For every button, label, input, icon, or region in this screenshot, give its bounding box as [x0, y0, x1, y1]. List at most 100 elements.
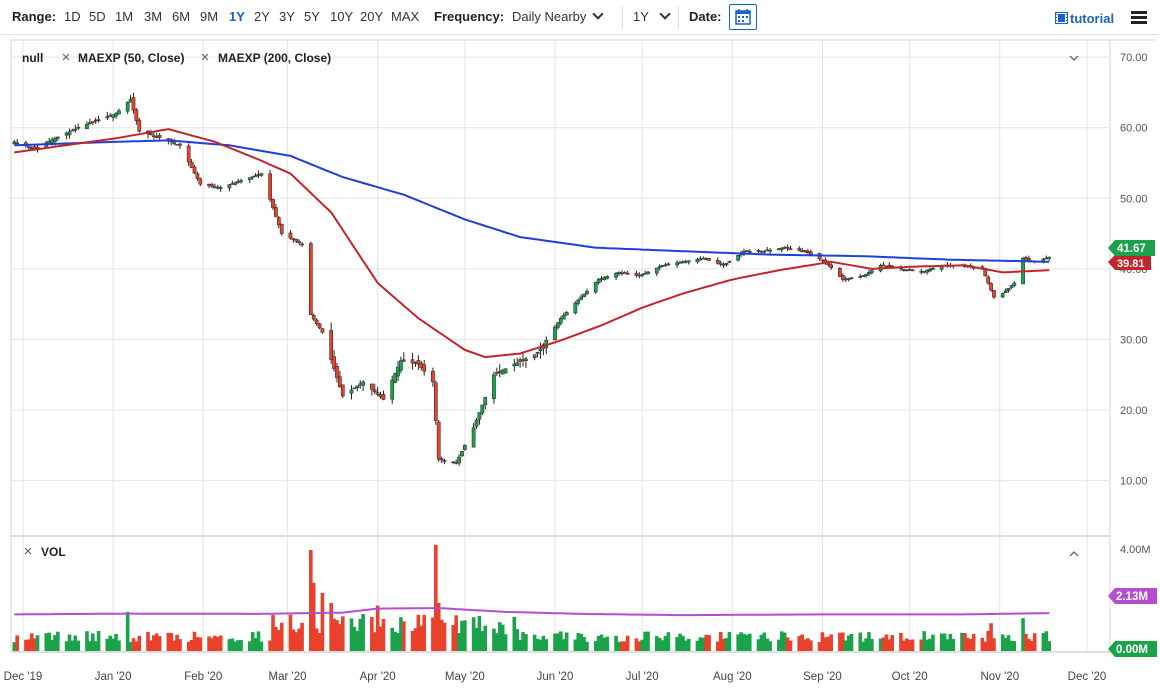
candle-down: [992, 290, 996, 298]
tutorial-link[interactable]: tutorial: [1055, 11, 1114, 26]
volume-bar-up: [125, 611, 130, 651]
volume-bar-up: [762, 632, 767, 651]
remove-ma200-icon[interactable]: [201, 53, 209, 61]
volume-bar-down: [800, 634, 804, 651]
volume-bar-up: [114, 633, 118, 651]
candle-down: [335, 365, 339, 378]
candle-down: [340, 384, 345, 397]
hamburger-menu-icon[interactable]: [1131, 11, 1147, 24]
remove-ma50-icon[interactable]: [62, 53, 70, 61]
volume-bar-down: [335, 620, 339, 651]
volume-bar-up: [538, 639, 543, 651]
volume-bar-up: [105, 638, 110, 651]
expand-vol-pane-icon[interactable]: [1069, 551, 1079, 557]
volume-bar-up: [117, 640, 121, 651]
volume-bar-up: [939, 633, 944, 651]
range-9m[interactable]: 9M: [200, 9, 219, 24]
volume-bar-up: [849, 634, 854, 651]
range-1d[interactable]: 1D: [64, 9, 81, 24]
volume-bar-up: [471, 617, 476, 651]
candle-up: [788, 248, 793, 250]
candle-up: [355, 385, 360, 389]
volume-bar-up: [654, 636, 659, 651]
volume-bar-down: [966, 637, 970, 651]
ma50-badge-value: 39.81: [1117, 258, 1145, 270]
volume-bar-down: [340, 616, 345, 651]
candle-down: [329, 330, 334, 360]
candle-up: [15, 142, 20, 145]
volume-bar-up: [870, 638, 874, 651]
volume-bar-down: [186, 641, 191, 651]
volume-bar-up: [684, 640, 688, 651]
volume-bar-up: [477, 615, 482, 651]
range-3y[interactable]: 3Y: [279, 9, 295, 24]
volume-bar-down: [625, 635, 630, 651]
volume-zero-badge-value: 0.00M: [1116, 644, 1148, 656]
volume-bar-down: [785, 637, 790, 651]
range-5d[interactable]: 5D: [89, 9, 106, 24]
volume-bar-up: [233, 641, 238, 651]
range-3m[interactable]: 3M: [144, 9, 163, 24]
volume-bar-down: [820, 632, 825, 651]
volume-bar-up: [768, 641, 772, 651]
time-tick-label: Dec '20: [1068, 671, 1107, 683]
volume-bar-down: [309, 550, 313, 651]
volume-bar-up: [843, 640, 848, 651]
candle-up: [605, 276, 610, 279]
volume-bar-up: [686, 638, 691, 651]
candle-up: [654, 267, 659, 274]
collapse-price-pane-icon[interactable]: [1069, 55, 1079, 61]
candle-down: [308, 243, 313, 315]
volume-bar-down: [715, 641, 720, 651]
candle-up: [218, 187, 223, 189]
candle-up: [695, 259, 700, 263]
range-10y[interactable]: 10Y: [330, 9, 354, 24]
candle-up: [1012, 282, 1017, 286]
period-select[interactable]: 1Y: [633, 8, 671, 24]
range-1m[interactable]: 1M: [115, 9, 134, 24]
candle-down: [332, 356, 336, 369]
candle-up: [1003, 290, 1008, 294]
volume-bar-down: [809, 640, 813, 651]
volume-bar-down: [431, 617, 435, 651]
range-2y[interactable]: 2Y: [254, 9, 270, 24]
range-1y[interactable]: 1Y: [229, 9, 245, 24]
volume-bar-down: [317, 633, 322, 651]
candle-up: [85, 124, 89, 130]
volume-bar-down: [1029, 640, 1034, 651]
candle-down: [422, 364, 427, 372]
volume-bar-down: [218, 635, 223, 651]
remove-vol-icon[interactable]: [24, 547, 32, 555]
calendar-button[interactable]: [729, 4, 757, 30]
candle-up: [233, 182, 238, 185]
price-tick-label: 50.00: [1120, 193, 1148, 205]
frequency-select[interactable]: Daily Nearby: [512, 8, 605, 24]
volume-bar-up: [556, 633, 560, 651]
candle-up: [492, 374, 496, 400]
volume-bar-up: [585, 641, 589, 651]
range-20y[interactable]: 20Y: [360, 9, 384, 24]
volume-bar-down: [131, 638, 136, 651]
candle-up: [361, 381, 365, 386]
candle-down: [172, 142, 177, 144]
volume-bar-down: [314, 628, 319, 651]
candle-up: [768, 249, 772, 252]
candle-up: [117, 110, 121, 115]
volume-bar-up: [259, 641, 264, 651]
candle-up: [686, 260, 691, 263]
volume-bar-up: [483, 625, 488, 651]
candle-up: [931, 268, 935, 270]
range-max[interactable]: MAX: [391, 9, 420, 24]
range-5y[interactable]: 5Y: [304, 9, 320, 24]
volume-bar-up: [695, 640, 700, 651]
volume-ma-line: [14, 607, 1050, 617]
volume-bar-down: [904, 638, 909, 651]
volume-bar-up: [1000, 634, 1005, 651]
range-6m[interactable]: 6M: [172, 9, 191, 24]
candle-up: [250, 176, 255, 178]
volume-bar-up: [1021, 618, 1025, 651]
candle-up: [73, 128, 78, 131]
volume-bar-up: [1009, 640, 1014, 651]
candle-up: [114, 113, 118, 117]
candle-up: [925, 270, 929, 273]
